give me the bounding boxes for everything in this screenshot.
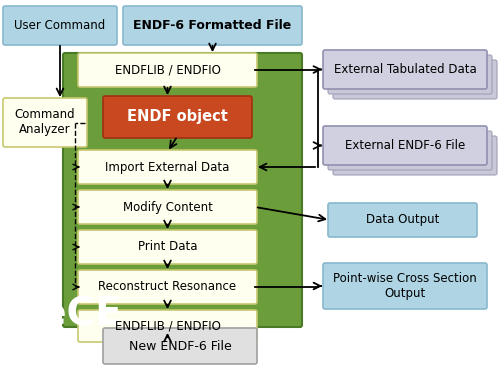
FancyBboxPatch shape [78, 190, 257, 224]
Text: ENDF-6 Formatted File: ENDF-6 Formatted File [134, 19, 292, 32]
FancyBboxPatch shape [103, 96, 252, 138]
FancyBboxPatch shape [123, 6, 302, 45]
FancyBboxPatch shape [333, 60, 497, 99]
Text: Modify Content: Modify Content [122, 200, 212, 214]
FancyBboxPatch shape [3, 6, 117, 45]
FancyBboxPatch shape [328, 203, 477, 237]
Text: Command
Analyzer: Command Analyzer [14, 108, 76, 137]
FancyBboxPatch shape [328, 55, 492, 94]
Text: Import External Data: Import External Data [106, 161, 230, 173]
FancyBboxPatch shape [78, 53, 257, 87]
FancyBboxPatch shape [328, 131, 492, 170]
FancyBboxPatch shape [333, 136, 497, 175]
Text: DeCE: DeCE [8, 295, 122, 333]
Text: User Command: User Command [14, 19, 106, 32]
FancyBboxPatch shape [63, 53, 302, 327]
Text: ENDF object: ENDF object [127, 110, 228, 124]
FancyBboxPatch shape [78, 150, 257, 184]
FancyBboxPatch shape [78, 270, 257, 304]
Text: ENDFLIB / ENDFIO: ENDFLIB / ENDFIO [114, 319, 220, 333]
Text: ENDFLIB / ENDFIO: ENDFLIB / ENDFIO [114, 64, 220, 77]
Text: External ENDF-6 File: External ENDF-6 File [345, 139, 465, 152]
Text: Point-wise Cross Section
Output: Point-wise Cross Section Output [333, 272, 477, 300]
FancyBboxPatch shape [78, 230, 257, 264]
Text: External Tabulated Data: External Tabulated Data [334, 63, 476, 76]
Text: Print Data: Print Data [138, 241, 197, 254]
FancyBboxPatch shape [323, 263, 487, 309]
FancyBboxPatch shape [323, 50, 487, 89]
Text: Data Output: Data Output [366, 214, 439, 227]
Text: New ENDF-6 File: New ENDF-6 File [128, 339, 232, 353]
FancyBboxPatch shape [103, 328, 257, 364]
FancyBboxPatch shape [78, 310, 257, 342]
FancyBboxPatch shape [3, 98, 87, 147]
Text: Reconstruct Resonance: Reconstruct Resonance [98, 280, 236, 293]
FancyBboxPatch shape [323, 126, 487, 165]
